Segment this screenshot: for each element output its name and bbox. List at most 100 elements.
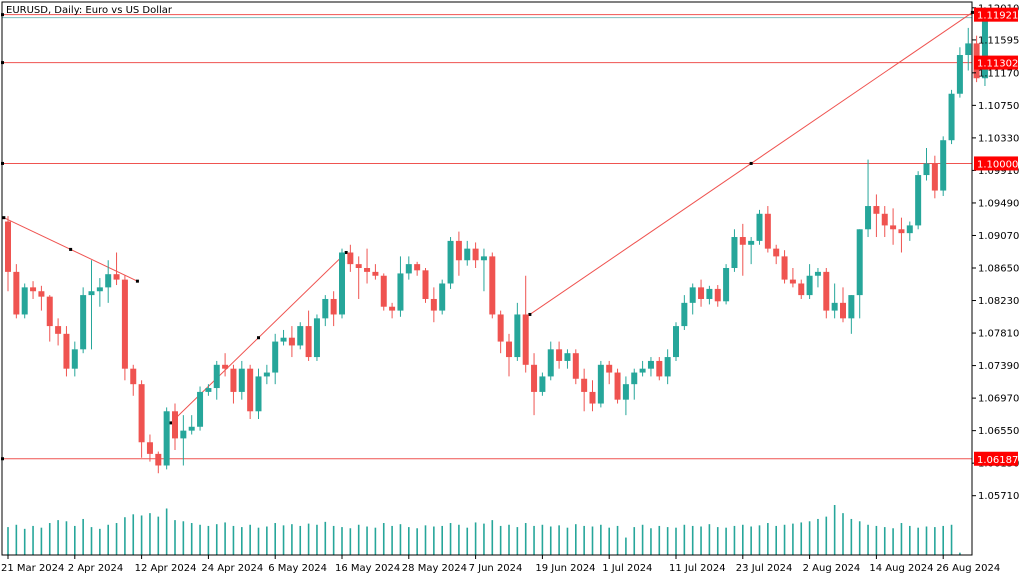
candle-body bbox=[698, 287, 705, 299]
candle-body bbox=[297, 326, 304, 346]
candle bbox=[113, 252, 120, 286]
y-tick-label: 1.05710 bbox=[978, 491, 1019, 502]
candle-body bbox=[522, 314, 529, 365]
candle-body bbox=[581, 378, 588, 392]
y-tick-label: 1.06970 bbox=[978, 394, 1019, 405]
candle bbox=[355, 256, 362, 299]
candle-body bbox=[865, 206, 872, 230]
candle bbox=[906, 221, 913, 241]
candle bbox=[238, 360, 245, 400]
candle bbox=[96, 278, 103, 307]
candle bbox=[372, 264, 379, 280]
candle bbox=[831, 283, 838, 319]
candle-body bbox=[881, 213, 888, 226]
candle bbox=[547, 341, 554, 381]
candle bbox=[622, 376, 629, 416]
candle bbox=[564, 349, 571, 369]
candle-body bbox=[205, 388, 212, 392]
candle bbox=[948, 89, 955, 145]
candle-body bbox=[364, 268, 371, 272]
time-axis[interactable]: 21 Mar 2024 2 Apr 2024 12 Apr 2024 24 Apr 2… bbox=[1, 555, 1000, 574]
candle bbox=[180, 415, 187, 466]
candle-body bbox=[948, 93, 955, 141]
y-tick-label: 1.06550 bbox=[978, 426, 1019, 437]
candle bbox=[389, 302, 396, 319]
candle bbox=[71, 341, 78, 377]
candle-body bbox=[414, 264, 421, 271]
candle-body bbox=[472, 248, 479, 261]
candle bbox=[163, 407, 170, 470]
candle bbox=[13, 264, 20, 319]
candle bbox=[339, 248, 345, 319]
candle bbox=[773, 244, 780, 265]
candle bbox=[121, 274, 128, 381]
candle bbox=[263, 364, 270, 385]
candle-body bbox=[806, 275, 813, 296]
candle-body bbox=[764, 213, 771, 249]
x-tick-label: 21 Mar 2024 bbox=[1, 563, 64, 574]
candle-body bbox=[723, 268, 730, 302]
candle bbox=[756, 209, 763, 245]
candle-body bbox=[622, 384, 629, 400]
x-tick-label: 28 May 2024 bbox=[402, 563, 467, 574]
candle-body bbox=[514, 314, 521, 358]
x-tick-label: 1 Jul 2024 bbox=[602, 563, 652, 574]
x-tick-label: 23 Jul 2024 bbox=[736, 563, 793, 574]
candle bbox=[865, 159, 872, 238]
candle-body bbox=[130, 368, 137, 385]
candle-body bbox=[255, 376, 262, 412]
candle bbox=[489, 252, 496, 319]
candle-body bbox=[856, 229, 863, 296]
candle bbox=[940, 136, 947, 196]
candle-body bbox=[30, 287, 37, 292]
candle-body bbox=[422, 270, 429, 299]
candle-body bbox=[464, 248, 471, 261]
candle bbox=[397, 256, 404, 317]
candle bbox=[681, 295, 688, 330]
x-tick-label: 2 Aug 2024 bbox=[803, 563, 861, 574]
candle-body bbox=[773, 248, 780, 257]
candle bbox=[589, 380, 596, 412]
candle-body bbox=[531, 364, 538, 392]
candle bbox=[531, 353, 538, 416]
candle bbox=[88, 260, 95, 350]
y-tick-label: 1.09910 bbox=[978, 166, 1019, 177]
trend-anchor-0-2 bbox=[135, 279, 139, 283]
x-tick-label: 19 Jun 2024 bbox=[535, 563, 595, 574]
price-tag-bg bbox=[974, 156, 1018, 171]
candle-body bbox=[263, 372, 270, 377]
price-tag-bg bbox=[974, 7, 1018, 22]
candle bbox=[322, 295, 329, 327]
candle-body bbox=[748, 240, 755, 245]
candle-body bbox=[689, 287, 696, 303]
candle-body bbox=[781, 256, 788, 280]
candle-body bbox=[180, 430, 187, 439]
candle-body bbox=[230, 368, 237, 392]
candle bbox=[230, 364, 237, 404]
y-tick-label: 1.07810 bbox=[978, 329, 1019, 340]
candle bbox=[455, 231, 462, 276]
candle-body bbox=[163, 411, 170, 466]
candle-body bbox=[848, 295, 855, 319]
y-tick-label: 1.11595 bbox=[978, 35, 1019, 46]
x-tick-label: 16 May 2024 bbox=[335, 563, 400, 574]
candle-body bbox=[539, 376, 546, 392]
candle bbox=[430, 287, 437, 323]
y-tick-label: 1.09490 bbox=[978, 198, 1019, 209]
volume-bars bbox=[7, 505, 961, 555]
candle bbox=[272, 333, 279, 385]
price-tag-label: 1.11302 bbox=[977, 59, 1018, 70]
candle bbox=[55, 318, 62, 346]
candle-body bbox=[330, 298, 337, 315]
candle-body bbox=[80, 295, 87, 350]
candle bbox=[748, 237, 755, 265]
candle-body bbox=[823, 271, 830, 311]
candle bbox=[931, 155, 938, 199]
candle bbox=[890, 208, 897, 245]
price-tag-2: 1.10000 bbox=[974, 156, 1018, 171]
candle bbox=[923, 147, 930, 181]
candle-body bbox=[113, 274, 120, 280]
x-tick-label: 2 Apr 2024 bbox=[68, 563, 123, 574]
candle bbox=[313, 314, 320, 361]
